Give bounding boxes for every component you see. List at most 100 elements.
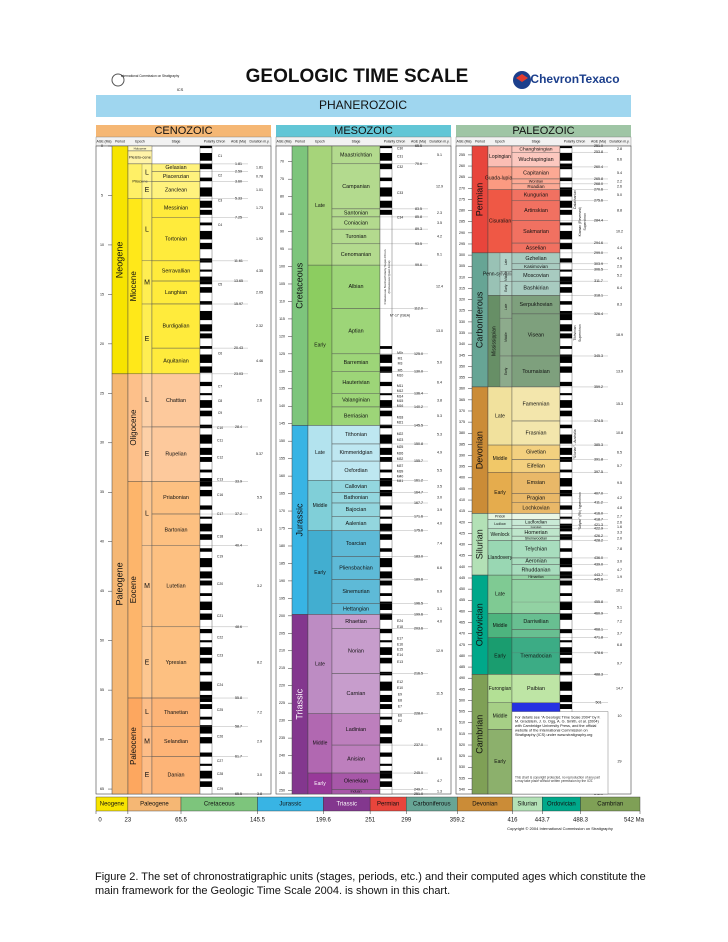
stage-label: Tournaisian [522,369,550,375]
polarity-band [200,177,212,182]
subepoch-label: L [145,397,149,404]
scale-tick-label: 535 [459,776,465,780]
duration-label: 13.0 [436,329,443,333]
epoch-label: Early [314,570,326,576]
age-label: 189.6 [414,577,423,581]
epoch-label: Early [494,759,506,765]
stage-band [151,626,201,699]
polarity-band [200,310,212,321]
stage-label: Lutetian [166,584,185,590]
age-label: 294.6 [594,241,603,245]
age-label: 5.33 [235,197,242,201]
duration-label: 12.9 [436,649,443,653]
timeline-segment-label: Silurian [517,802,537,808]
scale-tick-label: 195 [279,596,285,600]
scale-tick-label: 250 [279,788,285,792]
age-label: 345.3 [594,354,603,358]
duration-label: 1.6 [617,525,622,529]
timeline-segment-label: Neogene [100,802,125,808]
chron-label: C10 [217,426,223,430]
epoch-band [127,697,153,795]
stage-label: Anisian [347,756,365,762]
age-label: 299.0 [594,251,603,255]
subepoch-label: E [145,659,150,666]
duration-label: 2.05 [256,290,263,294]
chron-label: C9 [218,411,222,415]
timeline-segment-label: Permian [377,802,399,808]
stage-band [331,579,381,604]
stage-label: Norian [348,648,364,654]
epoch-label: Late [495,413,505,419]
stage-label: Gzhelian [525,256,546,262]
stage-label: Visean [528,332,544,338]
subepoch-label: E [145,187,150,194]
duration-label: 12.4 [436,285,443,289]
stage-label: Campanian [342,184,370,190]
timeline-tick-label: 145.5 [250,818,266,824]
duration-label: 8.8 [617,209,622,213]
polarity-band [560,671,572,676]
stage-band [331,673,381,714]
epoch-label: Early [314,781,326,787]
polarity-band [200,478,212,487]
stage-label: Callovian [345,484,367,490]
polarity-band [200,763,212,766]
timeline-segment [580,796,641,812]
chron-label: E2 [398,719,402,723]
polarity-band [560,593,572,596]
duration-label: 5.5 [257,496,262,500]
scale-tick-label: 285 [459,220,465,224]
polarity-band [560,424,572,429]
subepoch-label: Early [504,367,508,375]
column-header-4: Polarity Chron [204,139,226,143]
duration-label: 3.0 [617,559,622,563]
ics-logo-text: International Commission on Stratigraphy [121,74,180,78]
polarity-band [380,613,392,620]
stage-label: Piacenzian [163,174,189,180]
stage-label: Emsian [527,480,545,486]
scale-tick-label: 280 [459,209,465,213]
scale-tick-label: 215 [279,666,285,670]
stage-label: Barremian [344,360,369,366]
polarity-band [560,657,572,664]
duration-label: 3.5 [437,221,442,225]
phanerozoic-band [96,95,631,117]
age-label: 416.0 [594,511,603,515]
period-label: Ordovician [474,603,484,646]
age-label: 318.1 [594,293,603,297]
duration-label: 29 [618,760,622,764]
scale-tick-label: 495 [459,687,465,691]
scale-tick-label: 65 [100,787,104,791]
scale-tick-label: 410 [459,498,465,502]
polarity-band [200,548,212,552]
age-label: 171.6 [414,515,423,519]
polarity-band [560,287,572,293]
polarity-band [560,516,572,519]
age-label: 199.6 [414,612,423,616]
scale-tick-label: 355 [459,376,465,380]
polarity-band [560,447,572,455]
scale-tick-label: 265 [459,175,465,179]
scale-tick-label: 55 [100,688,104,692]
chron-label: E13 [397,660,403,664]
polarity-band [200,580,212,586]
scale-tick-label: 210 [279,649,285,653]
scale-tick-label: 425 [459,531,465,535]
scale-tick-label: 475 [459,643,465,647]
scale-tick-label: 395 [459,465,465,469]
epoch-label: Cisuralian [489,219,511,225]
age-label: 228.0 [414,712,423,716]
chron-label: M25 [397,445,404,449]
polarity-band [560,354,572,363]
ics-short-label: ICS [177,87,184,92]
stage-label: Gelasian [165,165,186,171]
duration-label: 4.2 [617,496,622,500]
age-label: 70.6 [415,162,422,166]
epoch-band [127,373,153,482]
superchron-label: Superchron [578,324,582,342]
stage-label: Cenomanian [341,252,372,258]
epoch-band [487,540,513,576]
polarity-band [380,381,392,387]
epoch-label: Miocene [129,271,138,302]
duration-label: 14.7 [616,687,623,691]
